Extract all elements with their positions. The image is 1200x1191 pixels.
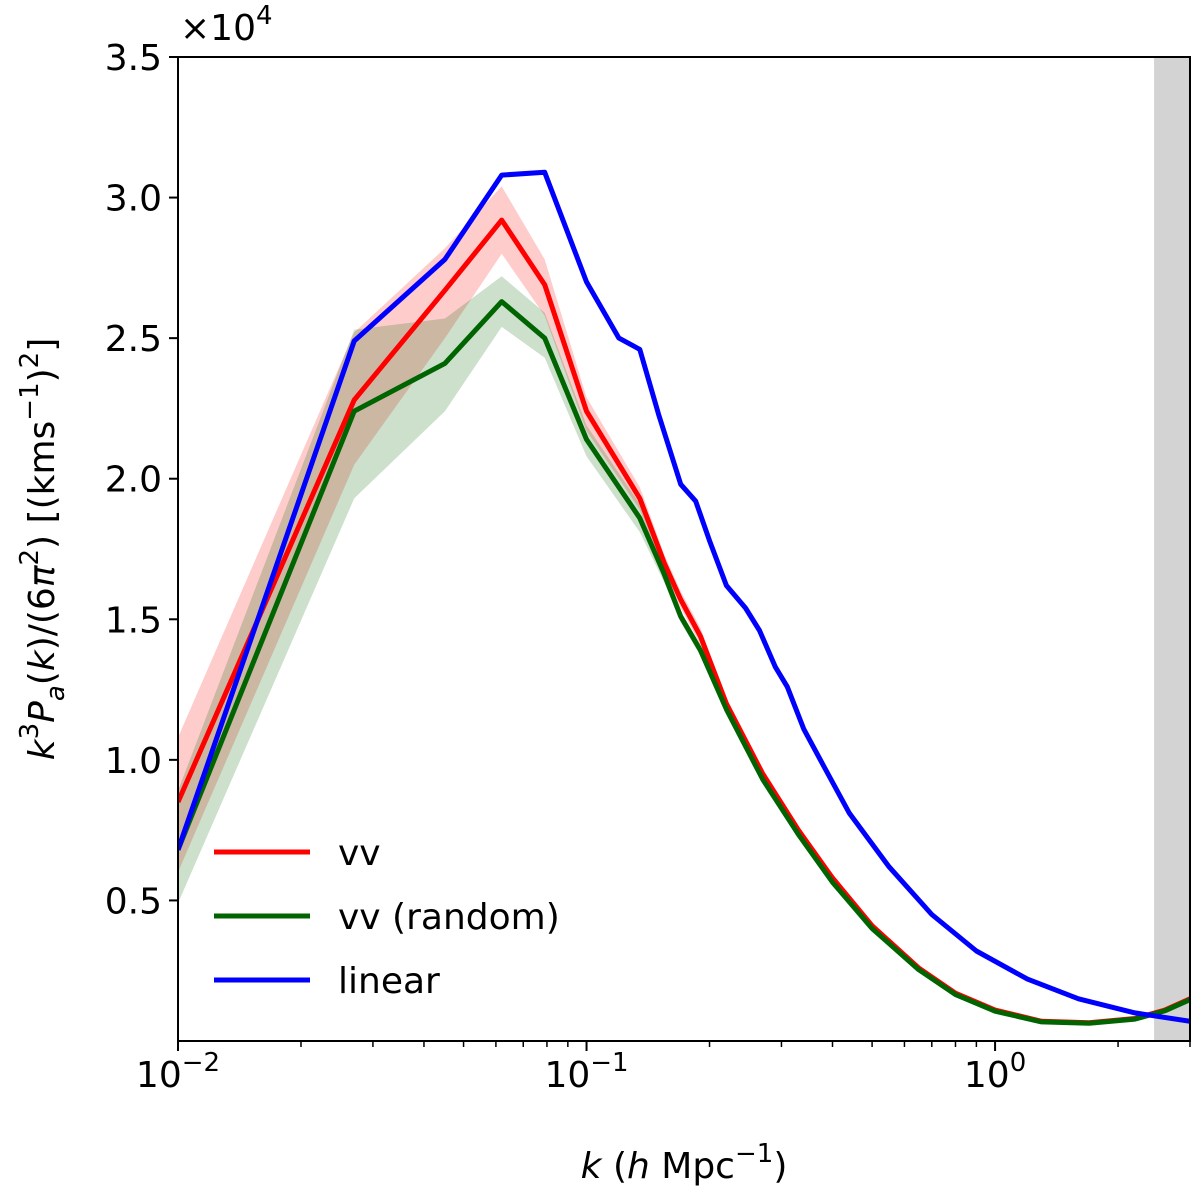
x-axis-label: k (h Mpc−1) [581, 1139, 788, 1187]
y-offset-exponent: 4 [256, 1, 273, 31]
y-offset-label: ×104 [180, 1, 273, 49]
x-tick-label: 10−2 [136, 1048, 220, 1096]
legend-label-0: vv [338, 833, 381, 874]
plot-background [178, 57, 1190, 1041]
y-tick-label: 2.5 [105, 319, 162, 360]
x-tick-label: 10−1 [544, 1048, 628, 1096]
plot-frame [177, 56, 1191, 1042]
y-tick-label: 1.0 [105, 741, 162, 782]
y-axis-label: k3Pa(k)/(6π2) [(kms−1)2] [15, 338, 71, 761]
legend-label-1: vv (random) [338, 897, 560, 938]
y-tick-label: 1.5 [105, 600, 162, 641]
legend-label-2: linear [338, 961, 440, 1002]
legend: vv vv (random) linear [214, 833, 560, 1002]
shaded-region [1154, 57, 1190, 1041]
series-line-2 [178, 169, 1190, 1024]
y-tick-label: 3.5 [105, 38, 162, 79]
y-tick-label: 0.5 [105, 881, 162, 922]
y-tick-label: 2.0 [105, 460, 162, 501]
series-line-1 [178, 299, 1190, 1026]
y-tick-label: 3.0 [105, 179, 162, 220]
x-tick-label: 100 [964, 1048, 1026, 1096]
